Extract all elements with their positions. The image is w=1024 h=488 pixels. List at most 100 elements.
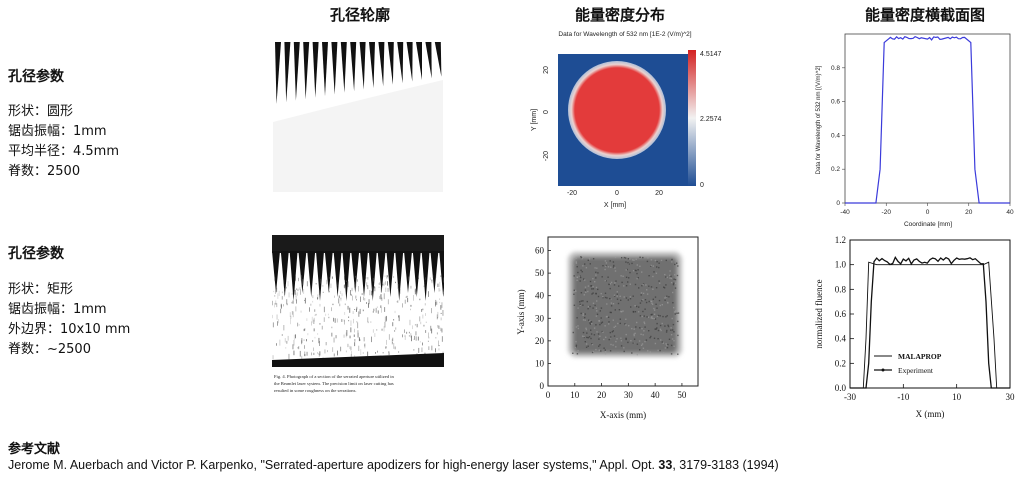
- legend-malaprop: MALAPROP: [898, 352, 942, 361]
- row1-ridges: 脊数：2500: [8, 164, 81, 179]
- serration-tooth: [378, 42, 385, 87]
- row2-shape: 形状：矩形: [8, 282, 74, 297]
- photo-serration-tooth: [307, 251, 316, 297]
- row1-params: 形状：圆形 锯齿振幅：1mm 平均半径：4.5mm 脊数：2500: [8, 102, 119, 182]
- row2-ridges: 脊数：~2500: [8, 342, 91, 357]
- serration-teeth: [275, 42, 442, 104]
- scan-xtick: 40: [651, 390, 661, 400]
- cbar-tick-mid: 2.2574: [700, 116, 722, 123]
- serration-tooth: [369, 42, 375, 88]
- scan-ylabel: Y-axis (mm): [516, 289, 526, 334]
- heatmap-title: Data for Wavelength of 532 nm [1E-2 (V/m…: [558, 31, 691, 38]
- cbar-tick-max: 4.5147: [700, 51, 722, 58]
- serration-tooth: [340, 42, 347, 93]
- profile-ytick: 0.8: [831, 65, 840, 72]
- fluence-ytick: 1.2: [835, 235, 846, 245]
- photo-serration-tooth: [377, 251, 386, 293]
- measured-fluence-scan: 0 10 20 30 40 50 0 10 20 30 40 50 60 X-axis (mm) Y-…: [516, 236, 699, 420]
- scan-xtick: 0: [546, 390, 551, 400]
- serration-tooth: [359, 42, 366, 90]
- scan-ytick: 30: [535, 313, 545, 323]
- cross-section-profile-chart: -40 -20 0 20 40 0 0.2 0.4 0.6 0.8 Coordinate [mm…: [816, 33, 1014, 228]
- aperture-photo: Fig. 4. Photograph of a section of the s…: [272, 235, 444, 393]
- photo-serration-tooth: [360, 251, 368, 297]
- photo-serration-tooth: [289, 251, 298, 301]
- serration-tooth: [416, 42, 422, 80]
- scan-xtick: 10: [570, 390, 580, 400]
- fluence-xlabel: X (mm): [916, 409, 945, 419]
- profile-series-line: [845, 35, 1010, 204]
- profile-xtick: -20: [882, 209, 892, 216]
- photo-caption-line1: Fig. 4. Photograph of a section of the s…: [274, 374, 394, 379]
- serration-tooth: [293, 42, 300, 101]
- serration-tooth: [397, 42, 404, 84]
- scan-xtick: 50: [677, 390, 687, 400]
- photo-serration-tooth: [280, 251, 289, 297]
- scan-ytick: 20: [535, 336, 545, 346]
- photo-serration-tooth: [439, 251, 444, 297]
- heatmap-xtick: -20: [567, 190, 577, 197]
- profile-xtick: 20: [965, 209, 973, 216]
- profile-xtick: 40: [1006, 209, 1014, 216]
- reference-title: 参考文献: [8, 442, 61, 457]
- photo-serration-tooth: [324, 251, 333, 293]
- photo-serration-tooth: [395, 251, 404, 301]
- profile-xtick: -40: [840, 209, 850, 216]
- fluence-ytick: 0.8: [835, 284, 847, 294]
- aperture-profile-image-circular: [273, 42, 443, 192]
- colorbar: [688, 50, 696, 186]
- reference-citation: Jerome M. Auerbach and Victor P. Karpenk…: [8, 458, 779, 472]
- header-aperture-profile: 孔径轮廓: [329, 6, 390, 24]
- reference-authors-title: Jerome M. Auerbach and Victor P. Karpenk…: [8, 458, 659, 472]
- profile-ylabel: Data for Wavelength of 532 nm [(V/m)^2]: [816, 65, 822, 174]
- row2-title: 孔径参数: [8, 246, 64, 262]
- heatmap-ytick: 0: [543, 110, 550, 114]
- fluence-ytick: 0.6: [835, 309, 847, 319]
- serration-tooth: [406, 42, 413, 82]
- header-cross-section: 能量密度横截面图: [864, 6, 985, 24]
- scan-ytick: 60: [535, 246, 545, 256]
- scan-ytick: 50: [535, 268, 545, 278]
- heatmap-ytick: -20: [543, 151, 550, 161]
- fluence-xtick: -30: [844, 392, 856, 402]
- profile-ytick: 0.6: [831, 99, 840, 106]
- profile-xlabel: Coordinate [mm]: [904, 221, 952, 228]
- heatmap-xlabel: X [mm]: [604, 202, 626, 209]
- row1-title: 孔径参数: [8, 69, 64, 85]
- photo-serration-tooth: [386, 251, 395, 297]
- photo-serration-tooth: [316, 251, 324, 301]
- energy-density-heatmap: Data for Wavelength of 532 nm [1E-2 (V/m…: [531, 31, 722, 209]
- normalized-fluence-chart: -30 -10 10 30 0.0 0.2 0.4 0.6 0.8 1.0 1.2 MALAPRO…: [814, 235, 1016, 419]
- photo-serration-tooth: [412, 251, 421, 297]
- photo-serration-tooth: [333, 251, 342, 297]
- serration-tooth: [303, 42, 310, 100]
- profile-ytick: 0: [836, 200, 840, 207]
- heatmap-xtick: 20: [655, 190, 663, 197]
- photo-serration-tooth: [404, 251, 412, 293]
- serration-tooth: [350, 42, 357, 92]
- legend-experiment: Experiment: [898, 366, 934, 375]
- reference-volume: 33: [658, 458, 673, 472]
- heatmap-disk: [568, 61, 666, 159]
- serration-tooth: [284, 42, 291, 103]
- photo-serration-tooth: [368, 251, 377, 301]
- photo-serration-tooth: [272, 251, 280, 293]
- serration-tooth: [312, 42, 319, 98]
- row1-shape: 形状：圆形: [8, 104, 74, 119]
- scan-xlabel: X-axis (mm): [600, 410, 646, 420]
- fluence-ytick: 0.0: [835, 383, 847, 393]
- row2-params: 形状：矩形 锯齿振幅：1mm 外边界：10x10 mm 脊数：~2500: [8, 280, 130, 360]
- fluence-xtick: -10: [897, 392, 909, 402]
- row2-boundary: 外边界：10x10 mm: [8, 322, 131, 337]
- scan-ytick: 40: [535, 291, 545, 301]
- reference-pages-year: , 3179-3183 (1994): [672, 458, 779, 472]
- row2-amplitude: 锯齿振幅：1mm: [8, 302, 107, 317]
- profile-ytick: 0.4: [831, 132, 840, 139]
- serration-tooth: [275, 42, 281, 104]
- heatmap-xtick: 0: [615, 190, 619, 197]
- photo-serration-tooth: [351, 251, 360, 293]
- experiment-series-line: [850, 256, 1010, 389]
- serration-tooth: [387, 42, 394, 85]
- scan-ytick: 10: [535, 358, 545, 368]
- fluence-xtick: 30: [1006, 392, 1016, 402]
